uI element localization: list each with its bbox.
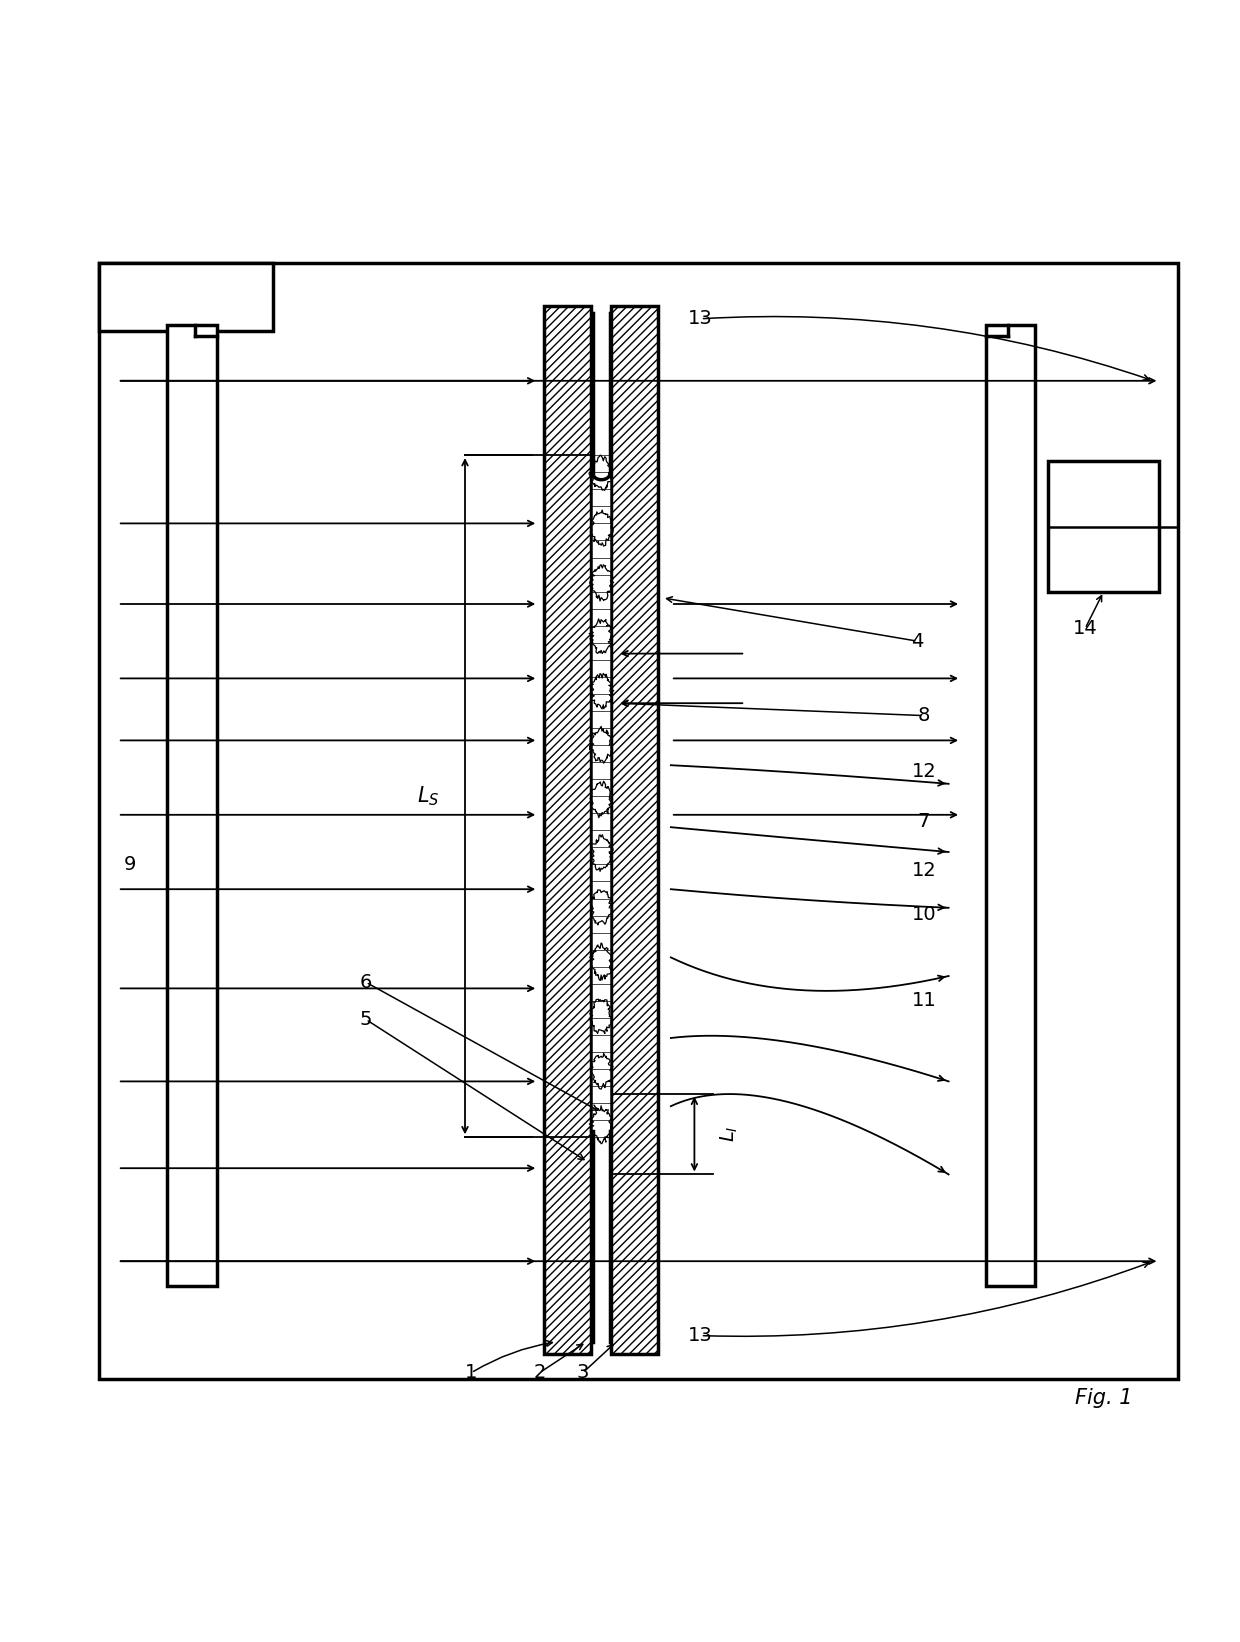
Text: 1: 1 xyxy=(465,1363,477,1383)
Bar xyxy=(99,263,1178,1379)
Text: $L_S$: $L_S$ xyxy=(417,785,439,808)
Bar xyxy=(544,307,591,1355)
Bar xyxy=(986,325,1035,1286)
Text: 14: 14 xyxy=(1073,619,1097,639)
Text: 12: 12 xyxy=(911,762,936,782)
Text: 7: 7 xyxy=(918,811,930,831)
Bar xyxy=(167,325,217,1286)
Bar xyxy=(1048,461,1159,591)
Text: 12: 12 xyxy=(911,860,936,880)
Text: 3: 3 xyxy=(577,1363,589,1383)
Bar xyxy=(611,307,658,1355)
Text: $L_I$: $L_I$ xyxy=(718,1126,740,1143)
Text: 9: 9 xyxy=(124,855,136,874)
Text: 4: 4 xyxy=(911,632,924,650)
Bar xyxy=(591,455,611,1138)
Text: 2: 2 xyxy=(533,1363,546,1383)
Text: 10: 10 xyxy=(911,905,936,923)
Text: Fig. 1: Fig. 1 xyxy=(1075,1387,1132,1407)
Text: 13: 13 xyxy=(688,309,713,328)
Bar xyxy=(99,263,273,332)
Text: 13: 13 xyxy=(688,1327,713,1345)
Text: 6: 6 xyxy=(360,972,372,992)
Text: 8: 8 xyxy=(918,706,930,726)
Text: 11: 11 xyxy=(911,992,936,1010)
Text: 5: 5 xyxy=(360,1010,372,1030)
